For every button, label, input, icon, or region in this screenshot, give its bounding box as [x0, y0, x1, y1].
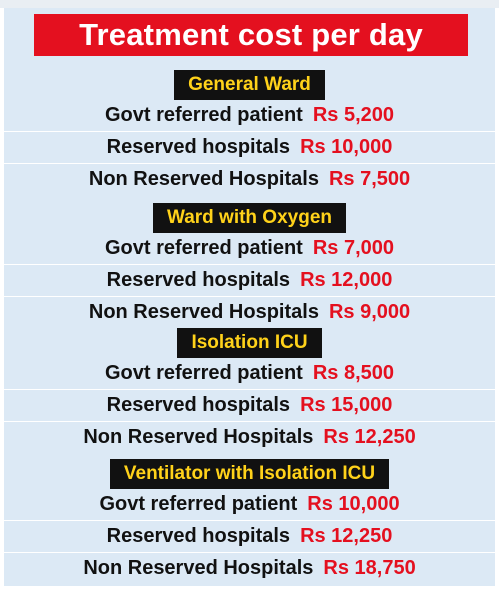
row-price: Rs 9,000	[328, 301, 411, 323]
cost-row: Reserved hospitals Rs 10,000	[4, 131, 495, 163]
section-header: Ward with Oxygen	[152, 203, 347, 233]
cost-row: Non Reserved Hospitals Rs 9,000	[4, 296, 495, 328]
row-price: Rs 10,000	[307, 493, 400, 515]
row-label: Reserved hospitals	[106, 269, 291, 291]
row-label: Non Reserved Hospitals	[88, 301, 319, 323]
cost-row: Reserved hospitals Rs 12,250	[4, 520, 495, 552]
section-general-ward: General Ward Govt referred patient Rs 5,2…	[4, 70, 495, 195]
row-price: Rs 18,750	[323, 557, 416, 579]
row-label: Non Reserved Hospitals	[88, 168, 319, 190]
row-label: Non Reserved Hospitals	[83, 426, 314, 448]
section-ventilator-with-isolation-icu: Ventilator with Isolation ICU Govt refer…	[4, 459, 495, 584]
cost-row: Non Reserved Hospitals Rs 18,750	[4, 552, 495, 584]
cost-row: Reserved hospitals Rs 15,000	[4, 389, 495, 421]
row-price: Rs 15,000	[300, 394, 393, 416]
section-ward-with-oxygen: Ward with Oxygen Govt referred patient Rs…	[4, 203, 495, 328]
row-label: Reserved hospitals	[106, 394, 291, 416]
section-header: General Ward	[174, 70, 325, 100]
cost-row: Govt referred patient Rs 8,500	[4, 358, 495, 389]
infographic-title: Treatment cost per day	[34, 14, 468, 56]
row-price: Rs 7,500	[328, 168, 411, 190]
row-price: Rs 5,200	[312, 104, 394, 126]
row-label: Govt referred patient	[99, 493, 298, 515]
row-label: Reserved hospitals	[106, 525, 291, 547]
infographic-panel	[4, 8, 495, 586]
section-isolation-icu: Isolation ICU Govt referred patient Rs 8,…	[4, 328, 495, 453]
cost-row: Govt referred patient Rs 7,000	[4, 233, 495, 264]
cost-row: Govt referred patient Rs 10,000	[4, 489, 495, 520]
row-price: Rs 8,500	[312, 362, 394, 384]
row-label: Govt referred patient	[105, 104, 303, 126]
row-price: Rs 12,250	[300, 525, 393, 547]
row-label: Govt referred patient	[105, 362, 303, 384]
cost-row: Non Reserved Hospitals Rs 12,250	[4, 421, 495, 453]
cost-row: Non Reserved Hospitals Rs 7,500	[4, 163, 495, 195]
row-price: Rs 10,000	[300, 136, 393, 158]
cost-row: Govt referred patient Rs 5,200	[4, 100, 495, 131]
row-label: Govt referred patient	[105, 237, 303, 259]
cost-row: Reserved hospitals Rs 12,000	[4, 264, 495, 296]
row-price: Rs 12,000	[300, 269, 393, 291]
top-strip	[0, 0, 499, 8]
section-header: Ventilator with Isolation ICU	[109, 459, 390, 489]
row-label: Reserved hospitals	[106, 136, 291, 158]
row-price: Rs 7,000	[312, 237, 394, 259]
row-label: Non Reserved Hospitals	[83, 557, 314, 579]
section-header: Isolation ICU	[177, 328, 322, 358]
row-price: Rs 12,250	[323, 426, 416, 448]
